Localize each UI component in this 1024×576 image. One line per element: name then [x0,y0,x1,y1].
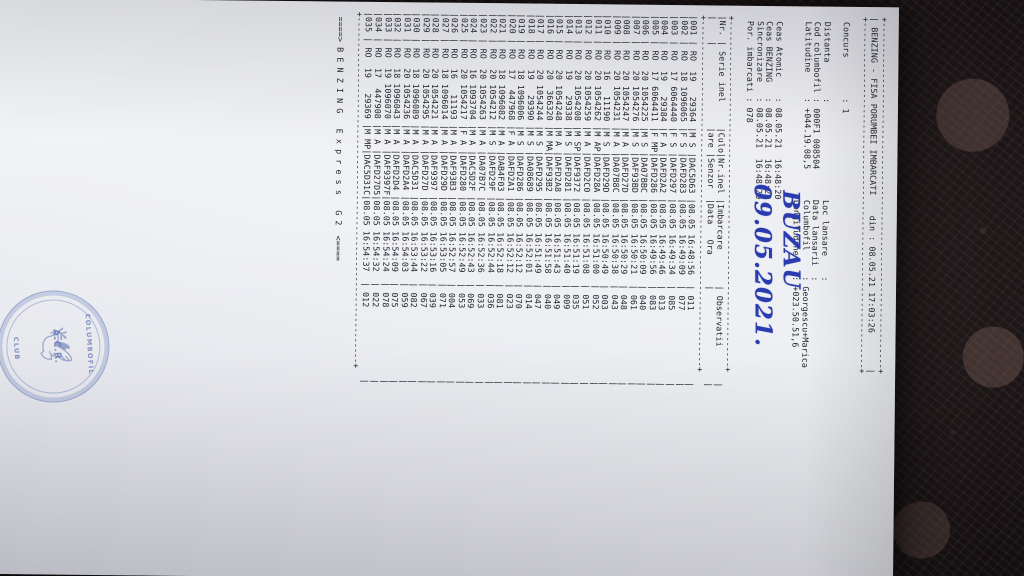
printed-document-sheet: +---------------------------------------… [0,0,899,576]
handwritten-concurs-name: BUZAU [777,190,805,290]
handwritten-date: 09.05.2021. [748,183,777,348]
